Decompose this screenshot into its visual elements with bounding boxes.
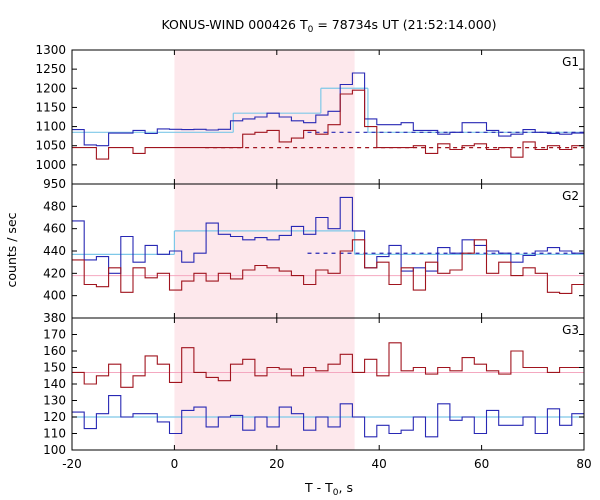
chart-title-subscript: 0 bbox=[308, 25, 314, 35]
y-tick-label: 150 bbox=[43, 361, 66, 375]
x-axis-label-subscript: 0 bbox=[333, 488, 339, 498]
chart-title-main: KONUS-WIND 000426 T bbox=[161, 17, 307, 32]
x-tick-label: 60 bbox=[474, 457, 489, 471]
panel-g2: 380 400 420 440 460 480 G2 bbox=[43, 183, 585, 325]
x-tick-label: -20 bbox=[62, 457, 82, 471]
y-tick-label: 130 bbox=[43, 394, 66, 408]
series-red-g1 bbox=[72, 89, 584, 160]
y-tick-label: 1300 bbox=[35, 43, 66, 57]
y-tick-label: 140 bbox=[43, 377, 66, 391]
x-tick-label: 40 bbox=[372, 457, 387, 471]
x-axis-label-main: T - T bbox=[304, 480, 333, 495]
y-tick-label: 120 bbox=[43, 410, 66, 424]
y-axis-label: counts / sec bbox=[4, 212, 19, 287]
series-blue-g3 bbox=[72, 395, 584, 438]
y-tick-label: 170 bbox=[43, 328, 66, 342]
y-tick-label: 1250 bbox=[35, 62, 66, 76]
panel-g3: 100 110 120 130 140 150 160 170 G3 bbox=[43, 317, 585, 457]
panel-label: G3 bbox=[562, 323, 579, 337]
x-axis-label-rest: , s bbox=[339, 480, 353, 495]
shaded-interval-g2 bbox=[174, 184, 355, 318]
x-axis-label: T - T0, s bbox=[304, 480, 353, 498]
panel-label: G2 bbox=[562, 189, 579, 203]
y-tick-label: 420 bbox=[43, 266, 66, 280]
series-red-g3 bbox=[72, 342, 584, 388]
panel-g1: 950 1000 1050 1100 1150 1200 1250 1300 G1 bbox=[35, 43, 585, 191]
y-tick-label: 1000 bbox=[35, 158, 66, 172]
y-tick-label: 160 bbox=[43, 344, 66, 358]
y-tick-label: 1150 bbox=[35, 100, 66, 114]
series-blue-g2 bbox=[72, 196, 584, 274]
y-tick-label: 400 bbox=[43, 289, 66, 303]
x-tick-label: 80 bbox=[576, 457, 591, 471]
x-tick-label: 20 bbox=[269, 457, 284, 471]
series-red-g2 bbox=[72, 239, 584, 294]
panel-label: G1 bbox=[562, 55, 579, 69]
y-tick-label: 440 bbox=[43, 244, 66, 258]
chart-title: KONUS-WIND 000426 T0 = 78734s UT (21:52:… bbox=[161, 17, 496, 35]
y-tick-label: 480 bbox=[43, 199, 66, 213]
series-blue-g1 bbox=[72, 72, 584, 147]
x-tick-label: 0 bbox=[171, 457, 179, 471]
y-tick-label: 1100 bbox=[35, 120, 66, 134]
y-tick-label: 1200 bbox=[35, 81, 66, 95]
y-tick-label: 380 bbox=[43, 311, 66, 325]
y-tick-label: 1050 bbox=[35, 139, 66, 153]
chart-title-rest: = 78734s UT (21:52:14.000) bbox=[313, 17, 496, 32]
shaded-interval-g3 bbox=[174, 318, 355, 450]
y-tick-label: 950 bbox=[43, 177, 66, 191]
svg-text:KONUS-WIND 000426 T0 = 78734s: KONUS-WIND 000426 T0 = 78734s UT (21:52:… bbox=[161, 17, 496, 35]
y-tick-label: 110 bbox=[43, 427, 66, 441]
y-tick-label: 100 bbox=[43, 443, 66, 457]
y-tick-label: 460 bbox=[43, 222, 66, 236]
